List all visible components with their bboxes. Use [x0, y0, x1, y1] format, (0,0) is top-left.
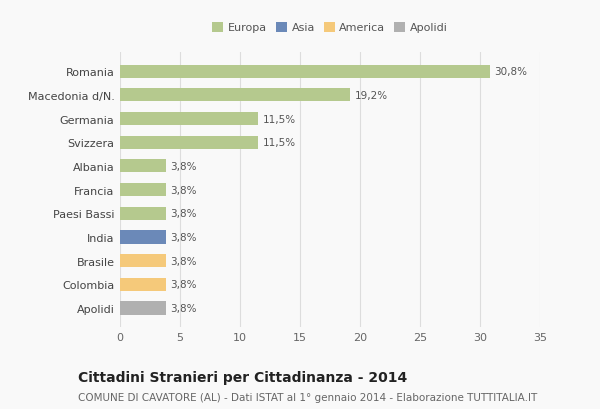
Bar [120, 278, 166, 291]
Text: 3,8%: 3,8% [170, 162, 197, 171]
Text: 19,2%: 19,2% [355, 91, 388, 101]
Text: COMUNE DI CAVATORE (AL) - Dati ISTAT al 1° gennaio 2014 - Elaborazione TUTTITALI: COMUNE DI CAVATORE (AL) - Dati ISTAT al … [78, 392, 537, 402]
Bar [120, 160, 166, 173]
Text: 11,5%: 11,5% [263, 138, 296, 148]
Bar [120, 302, 166, 315]
Bar [120, 113, 258, 126]
Text: 30,8%: 30,8% [494, 67, 527, 77]
Text: Cittadini Stranieri per Cittadinanza - 2014: Cittadini Stranieri per Cittadinanza - 2… [78, 370, 407, 384]
Bar [120, 207, 166, 220]
Bar [120, 231, 166, 244]
Bar [120, 137, 258, 149]
Text: 3,8%: 3,8% [170, 303, 197, 313]
Text: 3,8%: 3,8% [170, 209, 197, 219]
Bar [120, 89, 350, 102]
Text: 3,8%: 3,8% [170, 185, 197, 195]
Bar [120, 254, 166, 267]
Text: 3,8%: 3,8% [170, 280, 197, 290]
Bar [120, 65, 490, 79]
Text: 3,8%: 3,8% [170, 256, 197, 266]
Text: 11,5%: 11,5% [263, 115, 296, 124]
Legend: Europa, Asia, America, Apolidi: Europa, Asia, America, Apolidi [210, 20, 450, 36]
Bar [120, 184, 166, 197]
Text: 3,8%: 3,8% [170, 232, 197, 243]
